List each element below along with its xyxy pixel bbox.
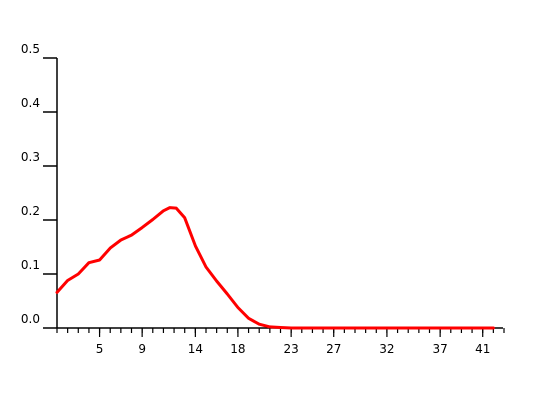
series-line-0 — [55, 206, 495, 330]
x-tick-label: 27 — [326, 342, 341, 356]
y-tick-label: 0.1 — [21, 258, 40, 272]
x-tick-label: 23 — [284, 342, 299, 356]
y-tick-label: 0.0 — [21, 312, 40, 326]
x-tick-label: 37 — [433, 342, 448, 356]
x-tick-label: 32 — [379, 342, 394, 356]
y-tick-label: 0.4 — [21, 96, 40, 110]
x-tick-label: 18 — [230, 342, 245, 356]
x-tick-label: 14 — [188, 342, 203, 356]
y-major-ticks: 0.0 0.1 0.2 0.3 0.4 0.5 — [21, 42, 57, 329]
plot-area — [55, 206, 495, 330]
y-tick-label: 0.2 — [21, 204, 40, 218]
x-tick-label: 41 — [475, 342, 490, 356]
y-tick-label: 0.3 — [21, 150, 40, 164]
x-major-ticks: 5 9 14 18 23 27 32 37 41 — [96, 328, 490, 356]
x-tick-label: 9 — [138, 342, 146, 356]
y-tick-label: 0.5 — [21, 42, 40, 56]
x-tick-label: 5 — [96, 342, 104, 356]
